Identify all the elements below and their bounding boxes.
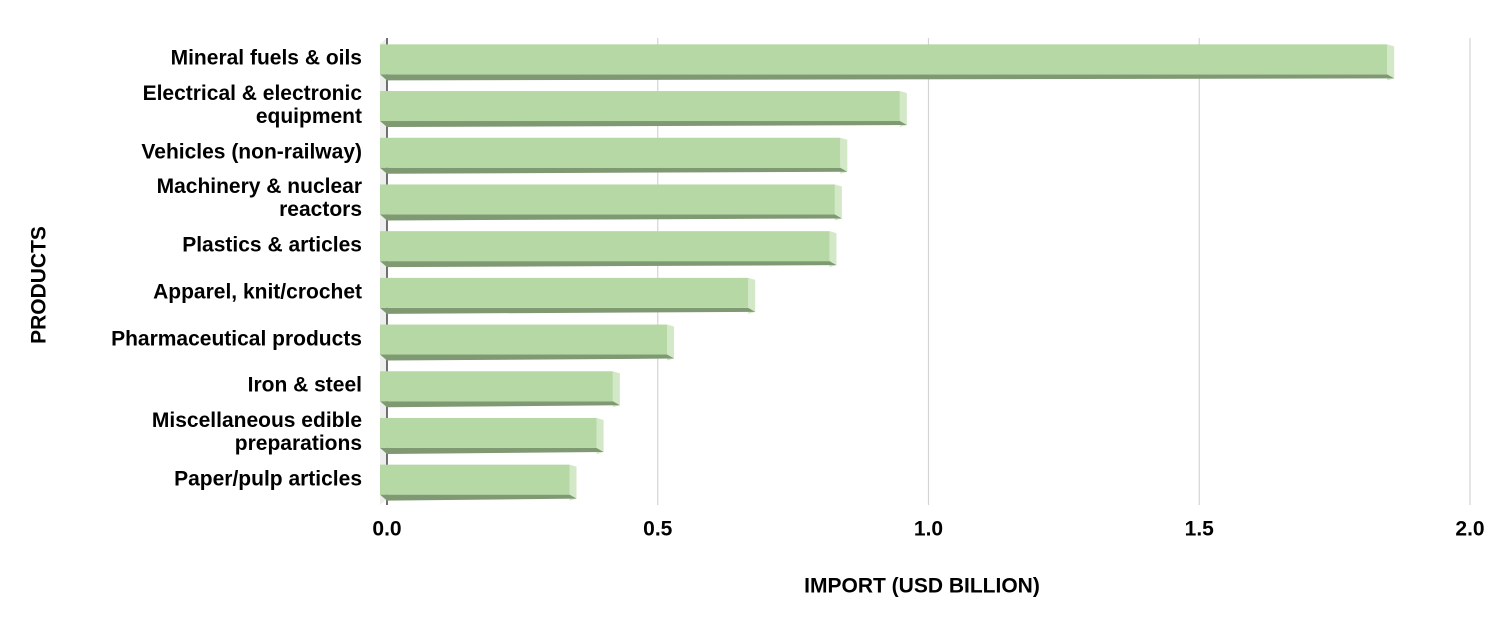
y-axis-title: PRODUCTS xyxy=(28,226,51,344)
bar xyxy=(380,91,900,122)
y-tick-label: Miscellaneous edible preparations xyxy=(151,408,362,455)
bar-bottom xyxy=(380,401,620,408)
y-tick-label: Plastics & articles xyxy=(182,233,362,257)
bar-bottom xyxy=(380,447,604,454)
x-tick-label: 0.0 xyxy=(372,518,401,541)
bar-side xyxy=(569,464,577,501)
x-tick-label: 2.0 xyxy=(1455,518,1484,541)
x-tick-label: 0.5 xyxy=(643,518,673,541)
y-tick-label: Iron & steel xyxy=(247,373,362,397)
y-tick-label: Mineral fuels & oils xyxy=(170,46,362,70)
bar xyxy=(380,137,841,168)
bar xyxy=(380,184,835,215)
bar-bottom xyxy=(380,354,674,361)
bar-bottom xyxy=(380,167,848,174)
bar-side xyxy=(899,91,907,128)
bar xyxy=(380,417,597,448)
bar xyxy=(380,44,1388,75)
bar-side xyxy=(834,184,842,221)
bar xyxy=(380,324,667,355)
bar-bottom xyxy=(380,74,1395,81)
bar-side xyxy=(596,417,604,454)
y-tick-label: Vehicles (non-railway) xyxy=(141,140,362,164)
bar-side xyxy=(612,371,620,408)
bar-side xyxy=(666,324,674,361)
y-tick-label: Machinery & nuclear reactors xyxy=(156,175,362,222)
x-tick-label: 1.0 xyxy=(914,518,943,541)
bar-bottom xyxy=(380,214,842,221)
y-tick-label: Pharmaceutical products xyxy=(111,327,362,351)
bar xyxy=(380,231,830,262)
x-axis-title: IMPORT (USD BILLION) xyxy=(804,575,1040,598)
bar xyxy=(380,371,613,402)
bar xyxy=(380,277,749,308)
bar-bottom xyxy=(380,261,837,268)
bar-bottom xyxy=(380,121,907,128)
bar-bottom xyxy=(380,307,756,314)
bar-side xyxy=(748,277,756,314)
bar-side xyxy=(1387,44,1395,81)
x-tick-label: 1.5 xyxy=(1185,518,1215,541)
y-tick-label: Paper/pulp articles xyxy=(174,467,362,491)
y-tick-label: Electrical & electronic equipment xyxy=(142,82,362,129)
bar-side xyxy=(840,137,848,174)
bar-side xyxy=(829,231,837,268)
bar xyxy=(380,464,570,495)
y-tick-label: Apparel, knit/crochet xyxy=(153,280,362,304)
bar-bottom xyxy=(380,494,577,501)
